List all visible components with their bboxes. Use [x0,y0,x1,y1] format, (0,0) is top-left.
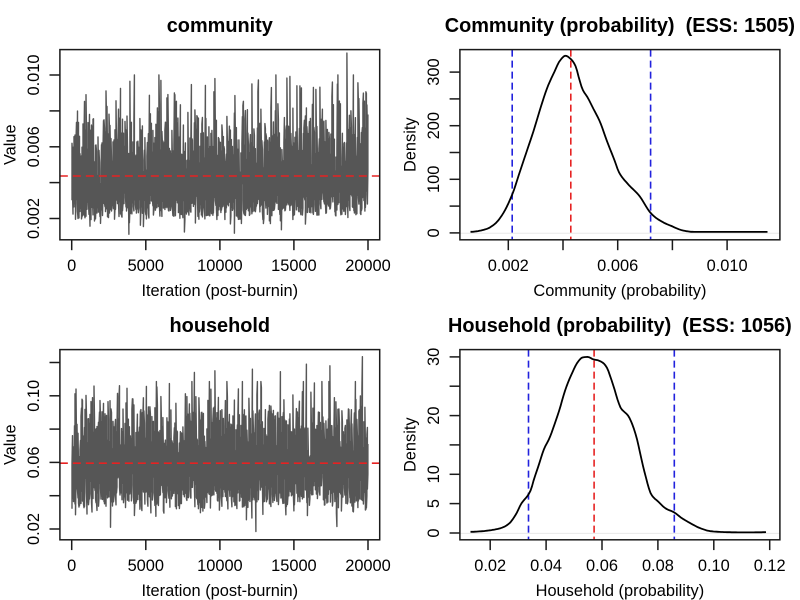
svg-text:Iteration (post-burnin): Iteration (post-burnin) [141,282,298,300]
svg-text:20000: 20000 [345,557,391,575]
svg-text:0.12: 0.12 [754,557,786,575]
svg-text:100: 100 [425,166,443,193]
svg-text:15000: 15000 [271,557,317,575]
svg-text:20000: 20000 [345,257,391,275]
svg-text:10000: 10000 [197,257,243,275]
svg-text:0.10: 0.10 [698,557,730,575]
svg-text:Household (probability): Household (probability) [536,582,705,600]
svg-text:0: 0 [425,228,443,237]
svg-text:0.02: 0.02 [474,557,506,575]
svg-text:5000: 5000 [128,557,164,575]
svg-text:0.002: 0.002 [488,257,529,275]
svg-text:0.06: 0.06 [25,446,43,478]
svg-text:15000: 15000 [271,257,317,275]
svg-text:0.10: 0.10 [25,380,43,412]
svg-text:200: 200 [425,112,443,139]
svg-text:0.010: 0.010 [25,54,43,95]
svg-text:Community (probability) (ESS:: Community (probability) (ESS: 1505) [445,15,795,37]
svg-text:Iteration (post-burnin): Iteration (post-burnin) [141,582,298,600]
svg-text:300: 300 [425,58,443,85]
svg-text:0.02: 0.02 [25,513,43,545]
svg-text:0.002: 0.002 [25,198,43,239]
svg-text:10000: 10000 [197,557,243,575]
svg-text:Community (probability): Community (probability) [533,282,706,300]
svg-text:10: 10 [425,465,443,483]
svg-text:Density: Density [401,417,419,472]
svg-text:0.08: 0.08 [642,557,674,575]
svg-text:20: 20 [425,406,443,424]
svg-text:Household (probability) (ESS:: Household (probability) (ESS: 1056) [448,315,792,337]
svg-text:household: household [170,315,271,337]
svg-text:Value: Value [1,424,19,465]
svg-text:0.06: 0.06 [586,557,618,575]
svg-text:0: 0 [67,557,76,575]
svg-text:Value: Value [1,124,19,165]
svg-text:Density: Density [401,117,419,172]
svg-text:0: 0 [425,528,443,537]
svg-text:0.006: 0.006 [25,126,43,167]
svg-text:5: 5 [425,499,443,508]
svg-text:0.006: 0.006 [597,257,638,275]
svg-text:0.010: 0.010 [707,257,748,275]
svg-text:community: community [167,15,273,37]
svg-text:0: 0 [67,257,76,275]
svg-text:0.04: 0.04 [530,557,562,575]
svg-text:30: 30 [425,348,443,366]
svg-text:5000: 5000 [128,257,164,275]
